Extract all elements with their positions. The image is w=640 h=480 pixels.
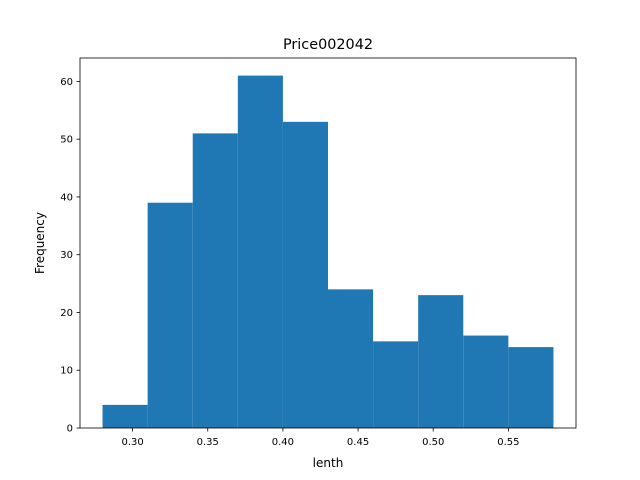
x-tick-label: 0.30 <box>121 437 143 448</box>
histogram-bar-4 <box>237 75 283 428</box>
x-axis-label: lenth <box>313 456 344 470</box>
y-tick-label: 40 <box>60 192 73 203</box>
y-tick-label: 60 <box>60 77 73 88</box>
histogram-bar-6 <box>328 289 374 428</box>
x-tick-label: 0.50 <box>422 437 444 448</box>
bars-group <box>102 75 554 428</box>
x-tick-label: 0.45 <box>347 437 369 448</box>
y-tick-label: 10 <box>60 366 73 377</box>
histogram-bar-10 <box>508 347 554 428</box>
y-axis-ticks: 0 10 20 30 40 50 60 <box>60 77 80 435</box>
y-tick-label: 0 <box>67 424 73 435</box>
histogram-bar-9 <box>463 335 509 428</box>
x-tick-label: 0.40 <box>272 437 294 448</box>
y-tick-label: 50 <box>60 135 73 146</box>
y-tick-label: 20 <box>60 308 73 319</box>
histogram-bar-7 <box>373 341 419 428</box>
x-tick-label: 0.55 <box>497 437 519 448</box>
plot-frame <box>79 57 577 429</box>
y-axis-label: Frequency <box>33 212 47 274</box>
histogram-bar-8 <box>418 295 464 428</box>
histogram-bar-2 <box>147 202 193 428</box>
histogram-bar-3 <box>192 133 238 428</box>
x-axis-ticks: 0.30 0.35 0.40 0.45 0.50 0.55 <box>121 428 519 448</box>
x-tick-label: 0.35 <box>197 437 219 448</box>
histogram-bar-1 <box>102 404 148 428</box>
y-tick-label: 30 <box>60 250 73 261</box>
chart-title: Price002042 <box>283 37 373 53</box>
histogram-bar-5 <box>282 121 328 428</box>
